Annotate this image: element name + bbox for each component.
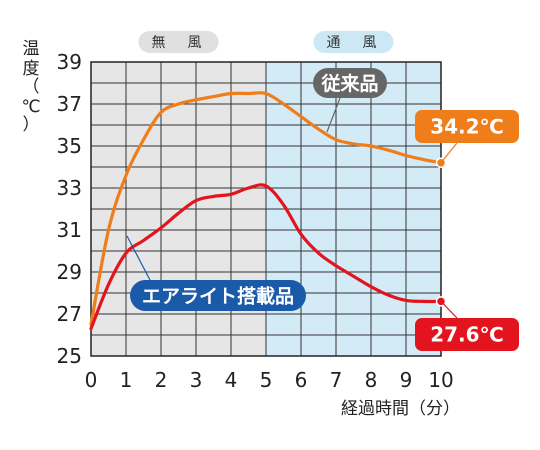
x-tick-label: 4 [225,368,238,392]
end-label-connector-1 [440,300,458,319]
y-axis-title: 温度（℃） [21,39,40,135]
callout-label-0: 従来品 [320,72,378,95]
end-label-box-0 [415,110,519,143]
end-label-layer: 34.2℃ 27.6℃ [415,110,519,351]
y-axis-title-char: ℃ [21,97,40,117]
zone-tags: 無 風通 風 [138,31,394,53]
y-tick-label: 39 [57,50,82,74]
callout-leader-line-0 [326,97,341,133]
y-axis-title-char: 温 [23,39,40,59]
x-tick-label: 8 [365,368,378,392]
series-line-1 [89,183,443,331]
callout-leader-line-1 [126,235,151,281]
y-axis-title-char: ） [23,115,40,135]
zone-tag-1 [313,31,394,53]
y-tick-label: 37 [57,92,82,116]
callout-badge-0 [313,68,387,98]
y-axis-title-char: 度 [23,59,40,79]
zone-tag-label-1: 通 風 [327,35,381,51]
x-axis-ticks: 0 1 2 3 4 5 6 7 8 9 10 [85,368,454,392]
plot-frame [90,61,442,357]
y-axis-title-char: （ [23,77,40,97]
callout-label-1: エアライト搭載品 [142,285,294,308]
y-tick-label: 31 [57,218,82,242]
zone-tag-0 [138,31,219,53]
x-tick-label: 5 [260,368,273,392]
end-label-text-1: 27.6℃ [430,323,504,347]
x-tick-label: 3 [190,368,203,392]
end-label-connector-0 [440,142,458,164]
y-tick-label: 29 [57,260,82,284]
x-tick-label: 2 [155,368,168,392]
x-tick-label: 0 [85,368,98,392]
x-axis-title: 経過時間（分） [341,399,460,419]
callout-badge-1 [130,280,306,311]
series-line-0 [89,91,443,327]
end-label-text-0: 34.2℃ [430,115,504,139]
x-tick-label: 7 [330,368,343,392]
x-tick-label: 6 [295,368,308,392]
y-tick-label: 27 [57,302,82,326]
x-tick-label: 10 [428,368,453,392]
y-axis-ticks: 25 27 29 31 33 35 37 39 [57,50,82,368]
y-tick-label: 35 [57,134,82,158]
y-tick-label: 33 [57,176,82,200]
x-tick-label: 9 [400,368,413,392]
y-tick-label: 25 [57,344,82,368]
x-tick-label: 1 [120,368,133,392]
end-label-box-1 [415,318,519,351]
zone-tag-label-0: 無 風 [152,35,206,51]
